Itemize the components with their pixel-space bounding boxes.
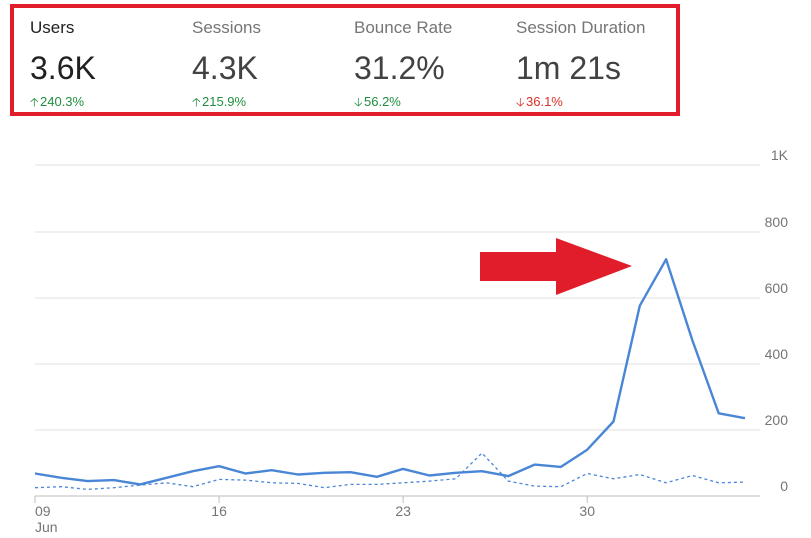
- metric-change: 🡣36.1%: [516, 93, 563, 114]
- arrow-down-icon: 🡣: [354, 95, 363, 109]
- metric-value: 31.2%: [354, 50, 445, 86]
- metrics-summary-panel: Users 3.6K 🡡240.3% Sessions 4.3K 🡡215.9%…: [10, 4, 680, 116]
- metric-value: 1m 21s: [516, 50, 621, 86]
- chart-series: [34, 258, 746, 491]
- metric-users[interactable]: Users 3.6K 🡡240.3%: [30, 8, 190, 112]
- y-tick-label: 200: [765, 412, 789, 428]
- annotation-arrow-shape: [480, 238, 632, 295]
- series-line-current-period: [34, 258, 746, 486]
- arrow-up-icon: 🡡: [30, 95, 39, 109]
- metric-change: 🡣56.2%: [354, 93, 401, 114]
- arrow-up-icon: 🡡: [192, 95, 201, 109]
- metric-value: 4.3K: [192, 50, 258, 86]
- metric-change-value: 215.9%: [202, 94, 247, 109]
- metric-bounce-rate[interactable]: Bounce Rate 31.2% 🡣56.2%: [354, 8, 514, 112]
- metric-session-duration[interactable]: Session Duration 1m 21s 🡣36.1%: [516, 8, 676, 112]
- x-tick-label: 16: [211, 503, 227, 519]
- metric-label: Session Duration: [516, 18, 646, 37]
- y-tick-label: 0: [780, 478, 788, 494]
- metric-label: Bounce Rate: [354, 18, 453, 37]
- metric-value: 3.6K: [30, 50, 96, 86]
- arrow-down-icon: 🡣: [516, 95, 525, 109]
- metric-label: Sessions: [192, 18, 261, 37]
- metric-change: 🡡240.3%: [30, 93, 84, 114]
- metric-change-value: 240.3%: [40, 94, 85, 109]
- x-tick-label: 23: [395, 503, 411, 519]
- y-tick-label: 600: [765, 280, 789, 296]
- x-tick-label: 30: [579, 503, 595, 519]
- highlight-arrow: [480, 238, 632, 295]
- metric-change-value: 56.2%: [364, 94, 401, 109]
- x-tick-label: 09: [35, 503, 51, 519]
- metric-change-value: 36.1%: [526, 94, 563, 109]
- y-tick-label: 400: [765, 346, 789, 362]
- metric-label: Users: [30, 18, 75, 37]
- chart-gridlines: [35, 164, 760, 497]
- y-tick-label: 1K: [771, 147, 789, 163]
- metric-change: 🡡215.9%: [192, 93, 246, 114]
- x-tick-sublabel: Jun: [35, 519, 58, 535]
- y-tick-label: 800: [765, 214, 789, 230]
- chart-y-ticks: 0 200 400 600 800 1K: [765, 147, 789, 494]
- metric-sessions[interactable]: Sessions 4.3K 🡡215.9%: [192, 8, 352, 112]
